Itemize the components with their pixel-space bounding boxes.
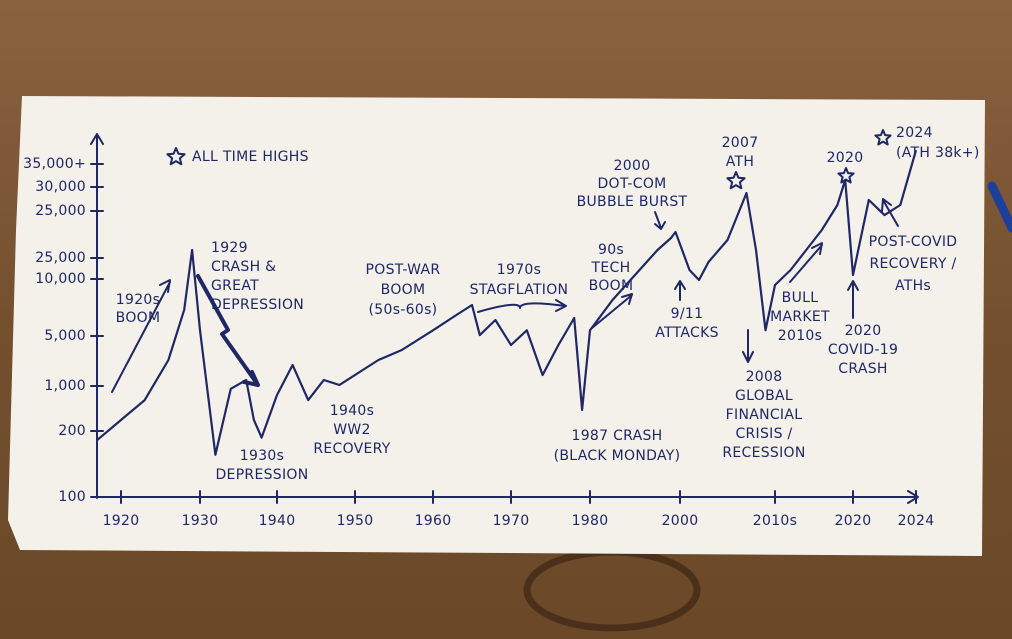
annotation: GLOBAL [735, 388, 793, 404]
annotation: 2000 [614, 158, 651, 174]
star [874, 129, 892, 146]
arrow [111, 279, 171, 393]
annotation: DOT-COM [597, 176, 666, 192]
annotation: 1940s [330, 403, 374, 419]
annotation: BOOM [116, 310, 161, 326]
y-tick-label: 35,000+ [23, 156, 86, 172]
annotation: 1929 [211, 240, 248, 256]
arrow [789, 242, 823, 283]
annotation: CRASH & [211, 259, 276, 275]
napkin [8, 96, 985, 556]
annotation: 2010s [778, 328, 822, 344]
arrow [674, 280, 686, 301]
x-tick-label: 1980 [572, 513, 609, 529]
y-tick-label: 100 [58, 489, 86, 505]
arrow [654, 211, 666, 230]
annotation: CRASH [838, 361, 887, 377]
y-tick-label: 30,000 [35, 179, 86, 195]
annotation: 1930s [240, 448, 284, 464]
annotation: POST-WAR [366, 262, 441, 278]
annotation: ATH [726, 154, 754, 170]
x-tick-label: 1930 [182, 513, 219, 529]
annotation: TECH [591, 260, 631, 276]
y-tick-label: 1,000 [44, 378, 86, 394]
y-tick-label: 10,000 [35, 271, 86, 287]
annotation: RECOVERY / [869, 256, 956, 272]
pen [987, 181, 1012, 233]
annotation: BOOM [381, 282, 426, 298]
annotation: COVID-19 [828, 342, 898, 358]
y-tick-label: 200 [58, 423, 86, 439]
annotation: 1970s [497, 262, 541, 278]
decorations [90, 133, 919, 504]
arrow [847, 280, 859, 319]
x-tick-label: 1970 [493, 513, 530, 529]
annotation: 2024 [896, 125, 933, 141]
annotation: (ATH 38k+) [896, 145, 980, 161]
annotation: (BLACK MONDAY) [554, 448, 681, 464]
annotation: 2020 [845, 323, 882, 339]
x-tick-label: 1920 [103, 513, 140, 529]
x-tick-label: 1960 [415, 513, 452, 529]
price-line [96, 149, 918, 456]
annotation: 90s [598, 242, 624, 258]
annotation: BUBBLE BURST [577, 194, 688, 210]
annotation: WW2 [333, 422, 371, 438]
legend-label: ALL TIME HIGHS [192, 149, 309, 165]
annotation: DEPRESSION [211, 297, 304, 313]
annotation: 2007 [722, 135, 759, 151]
annotation: 2020 [827, 150, 864, 166]
annotation: CRISIS / [735, 426, 792, 442]
x-tick-label: 2010s [753, 513, 797, 529]
annotation: 1987 CRASH [571, 428, 662, 444]
star [726, 171, 746, 190]
annotation: 2008 [746, 369, 783, 385]
x-tick-label: 2024 [898, 513, 935, 529]
annotation: ATTACKS [655, 325, 719, 341]
annotation: STAGFLATION [470, 282, 569, 298]
y-tick-label: 5,000 [44, 328, 86, 344]
star [166, 147, 186, 166]
annotation: (50s-60s) [369, 302, 438, 318]
annotation: RECOVERY [313, 441, 390, 457]
y-tick-label: 25,000 [35, 250, 86, 266]
x-tick-label: 1940 [259, 513, 296, 529]
x-tick-label: 2000 [662, 513, 699, 529]
annotation: 1920s [116, 292, 160, 308]
bracket [477, 299, 567, 313]
annotation: GREAT [211, 278, 259, 294]
arrow [591, 293, 633, 329]
annotation: 9/11 [671, 306, 704, 322]
annotation: ATHs [895, 278, 931, 294]
arrow [742, 329, 754, 363]
annotation: FINANCIAL [726, 407, 803, 423]
star [837, 167, 855, 184]
y-axis [90, 133, 104, 499]
arrow [881, 198, 899, 227]
annotation: DEPRESSION [215, 467, 308, 483]
annotation: RECESSION [722, 445, 805, 461]
annotation: MARKET [770, 309, 830, 325]
ticks: 100 200 1,000 5,000 10,000 25,000 25,000 30,000… [23, 156, 934, 529]
annotation: POST-COVID [869, 234, 958, 250]
annotation: BULL [782, 290, 819, 306]
x-tick-label: 2020 [835, 513, 872, 529]
x-axis [96, 490, 919, 504]
y-tick-label: 25,000 [35, 203, 86, 219]
x-tick-label: 1950 [337, 513, 374, 529]
annotation: BOOM [589, 278, 634, 294]
